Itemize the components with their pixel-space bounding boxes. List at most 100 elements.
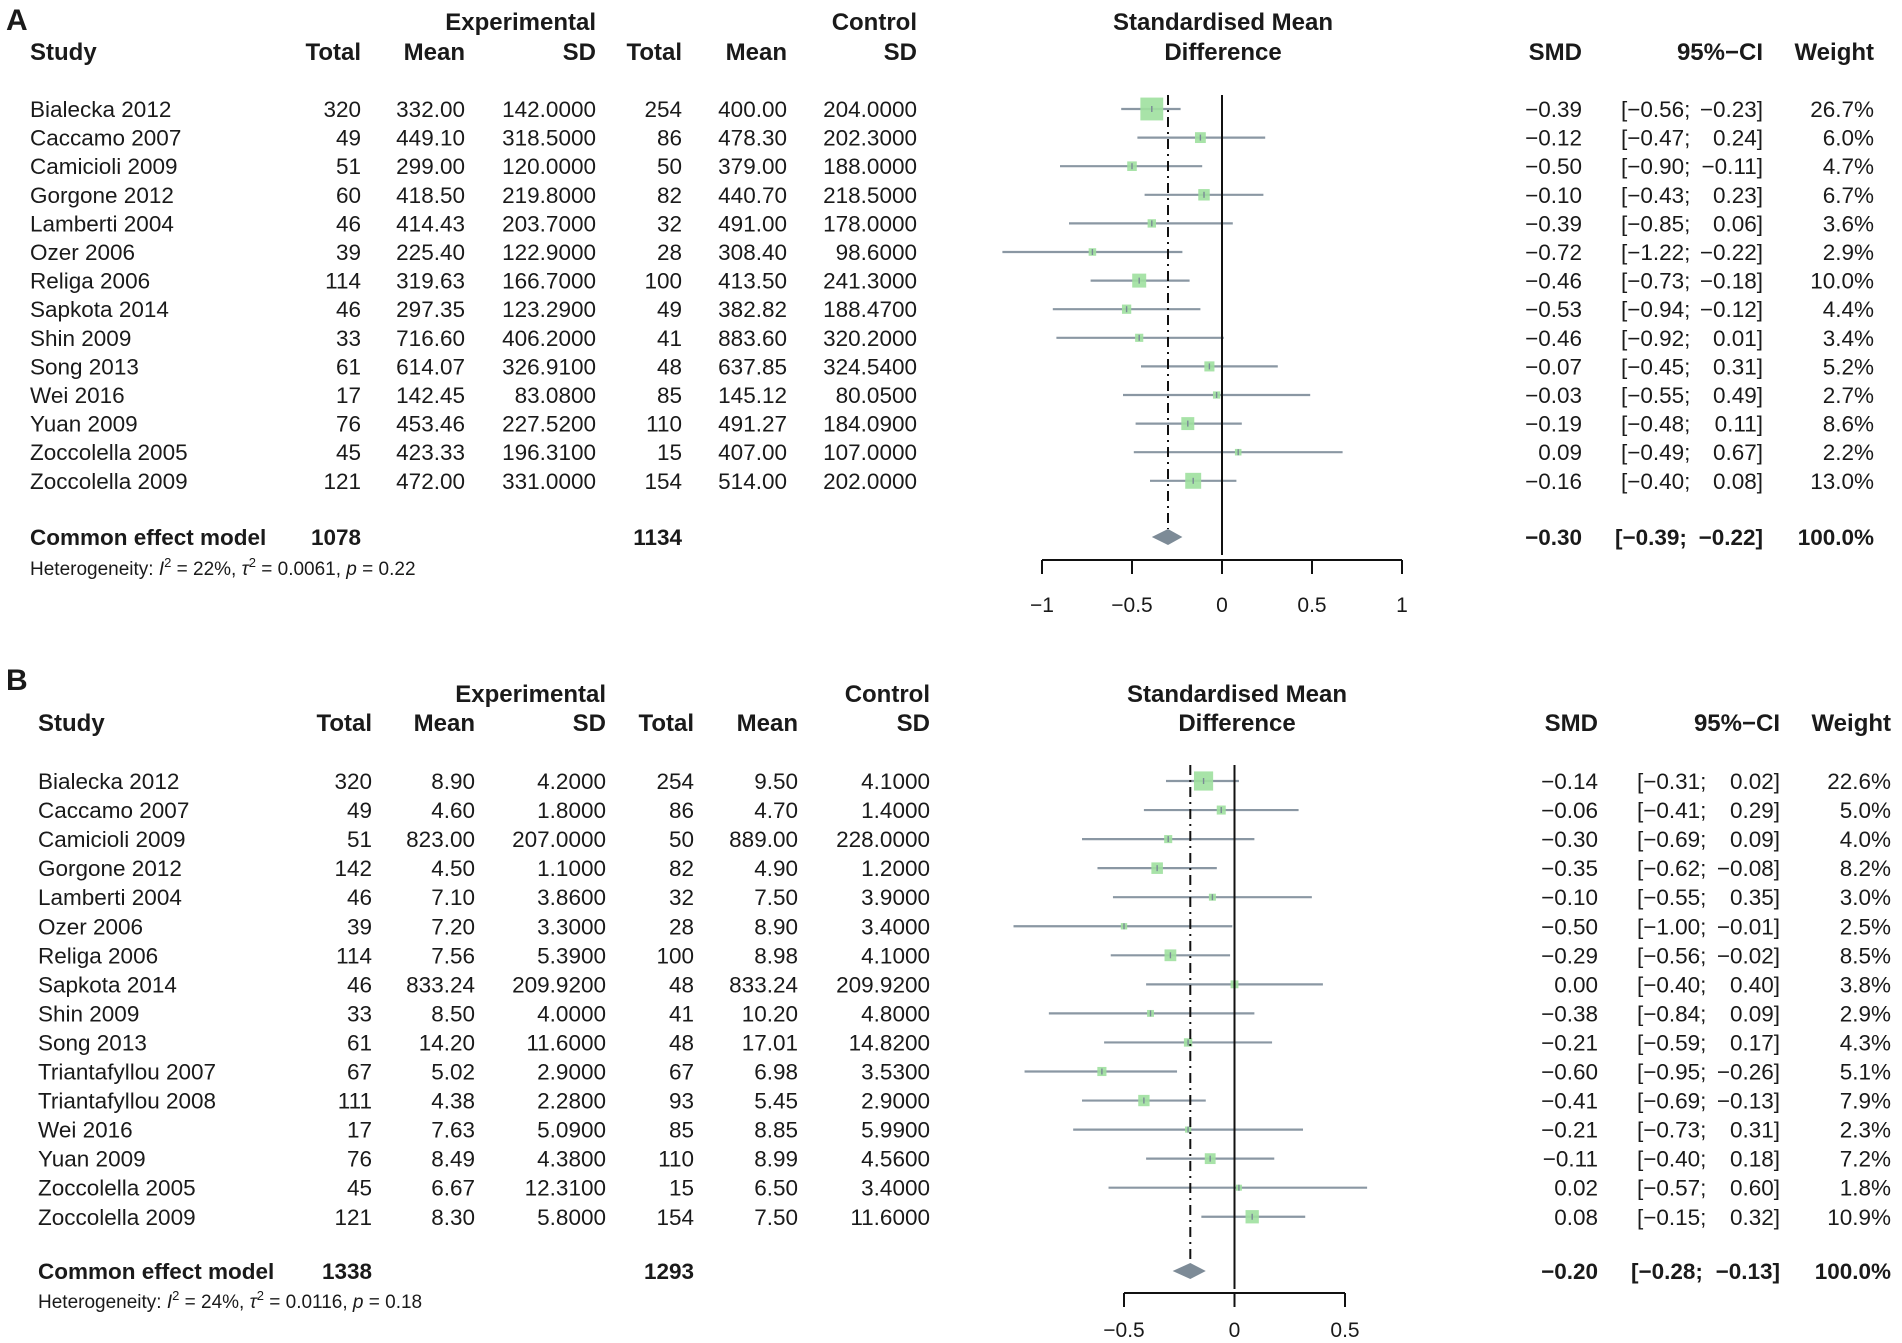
weight-value: 2.9% — [1823, 240, 1874, 265]
control-total: 86 — [657, 126, 682, 151]
control-mean: 6.50 — [754, 1176, 798, 1201]
control-sd: 209.9200 — [836, 972, 930, 997]
experimental-sd: 326.9100 — [502, 354, 596, 379]
smd-value: −0.35 — [1541, 856, 1598, 881]
experimental-sd: 5.8000 — [537, 1205, 606, 1230]
weight-value: 6.0% — [1823, 126, 1874, 151]
experimental-mean-header: Mean — [404, 39, 465, 66]
ci-value: [−0.45; — [1621, 354, 1690, 379]
experimental-mean: 319.63 — [396, 269, 465, 294]
experimental-mean: 716.60 — [396, 326, 465, 351]
ci-value: 0.09] — [1730, 1001, 1780, 1026]
study-name: Caccamo 2007 — [30, 126, 181, 151]
experimental-sd: 207.0000 — [512, 827, 606, 852]
weight-value: 7.9% — [1840, 1089, 1891, 1114]
smd-value: −0.39 — [1525, 97, 1582, 122]
control-sd: 98.6000 — [836, 240, 917, 265]
ci-value: [−0.31; — [1637, 769, 1706, 794]
experimental-sd-header: SD — [563, 39, 596, 66]
x-axis-tick-label: 0.5 — [1330, 1319, 1359, 1342]
weight-value: 5.1% — [1840, 1060, 1891, 1085]
experimental-mean: 472.00 — [396, 469, 465, 494]
experimental-mean: 142.45 — [396, 383, 465, 408]
ci-column-header: 95%−CI — [1677, 39, 1763, 66]
experimental-mean: 8.49 — [431, 1147, 475, 1172]
weight-column-header: Weight — [1811, 710, 1891, 737]
control-total: 50 — [669, 827, 694, 852]
smd-value: 0.09 — [1538, 440, 1582, 465]
ci-value: −0.18] — [1700, 269, 1763, 294]
smd-value: −0.50 — [1541, 914, 1598, 939]
control-sd: 4.5600 — [861, 1147, 930, 1172]
control-sd: 324.5400 — [823, 354, 917, 379]
control-sd: 188.0000 — [823, 154, 917, 179]
experimental-mean: 4.60 — [431, 798, 475, 823]
experimental-mean: 6.67 — [431, 1176, 475, 1201]
control-mean: 889.00 — [729, 827, 798, 852]
experimental-sd: 219.8000 — [502, 183, 596, 208]
experimental-total: 67 — [347, 1060, 372, 1085]
experimental-sd: 122.9000 — [502, 240, 596, 265]
ci-value: [−0.43; — [1621, 183, 1690, 208]
experimental-sd: 406.2000 — [502, 326, 596, 351]
x-axis-tick-label: 0.5 — [1297, 594, 1326, 617]
experimental-total: 121 — [334, 1205, 372, 1230]
ci-value: [−0.48; — [1621, 412, 1690, 437]
experimental-total: 17 — [336, 383, 361, 408]
control-mean-header: Mean — [737, 710, 798, 737]
control-sd: 228.0000 — [836, 827, 930, 852]
ci-value: [−0.40; — [1621, 469, 1690, 494]
control-total: 32 — [669, 885, 694, 910]
control-total: 15 — [657, 440, 682, 465]
control-header: Control — [845, 681, 930, 708]
control-total: 67 — [669, 1060, 694, 1085]
weight-value: 8.2% — [1840, 856, 1891, 881]
study-name: Caccamo 2007 — [38, 798, 189, 823]
weight-column-header: Weight — [1794, 39, 1874, 66]
control-mean: 145.12 — [718, 383, 787, 408]
experimental-sd: 1.1000 — [537, 856, 606, 881]
experimental-mean: 414.43 — [396, 211, 465, 236]
weight-value: 13.0% — [1810, 469, 1874, 494]
experimental-sd: 2.2800 — [537, 1089, 606, 1114]
control-mean: 413.50 — [718, 269, 787, 294]
control-mean: 6.98 — [754, 1060, 798, 1085]
control-sd: 3.4000 — [861, 1176, 930, 1201]
control-mean: 440.70 — [718, 183, 787, 208]
control-total: 15 — [669, 1176, 694, 1201]
ci-value: [−0.57; — [1637, 1176, 1706, 1201]
weight-value: 2.2% — [1823, 440, 1874, 465]
control-mean: 514.00 — [718, 469, 787, 494]
weight-value: 4.0% — [1840, 827, 1891, 852]
control-total: 100 — [656, 943, 694, 968]
experimental-mean: 332.00 — [396, 97, 465, 122]
control-total: 28 — [657, 240, 682, 265]
control-total: 254 — [644, 97, 682, 122]
pooled-ci: [−0.39; — [1615, 525, 1687, 550]
ci-value: [−0.85; — [1621, 211, 1690, 236]
experimental-total: 39 — [347, 914, 372, 939]
control-total: 93 — [669, 1089, 694, 1114]
experimental-mean: 449.10 — [396, 126, 465, 151]
smd-value: −0.38 — [1541, 1001, 1598, 1026]
experimental-mean: 833.24 — [406, 972, 475, 997]
control-sd: 4.1000 — [861, 769, 930, 794]
experimental-mean: 614.07 — [396, 354, 465, 379]
experimental-mean: 7.20 — [431, 914, 475, 939]
study-name: Sapkota 2014 — [38, 972, 177, 997]
ci-value: [−0.47; — [1621, 126, 1690, 151]
panel-label: A — [6, 4, 28, 37]
x-axis-tick-label: −0.5 — [1111, 594, 1152, 617]
experimental-total-header: Total — [316, 710, 372, 737]
control-header: Control — [832, 9, 917, 36]
control-mean: 4.70 — [754, 798, 798, 823]
experimental-mean: 823.00 — [406, 827, 475, 852]
pooled-ci: −0.13] — [1716, 1259, 1780, 1284]
ci-value: −0.12] — [1700, 297, 1763, 322]
control-sd: 2.9000 — [861, 1089, 930, 1114]
ci-value: 0.31] — [1713, 354, 1763, 379]
smd-plot-title: Standardised Mean — [1113, 9, 1333, 36]
ci-value: −0.08] — [1717, 856, 1780, 881]
experimental-total: 17 — [347, 1118, 372, 1143]
smd-value: −0.03 — [1525, 383, 1582, 408]
